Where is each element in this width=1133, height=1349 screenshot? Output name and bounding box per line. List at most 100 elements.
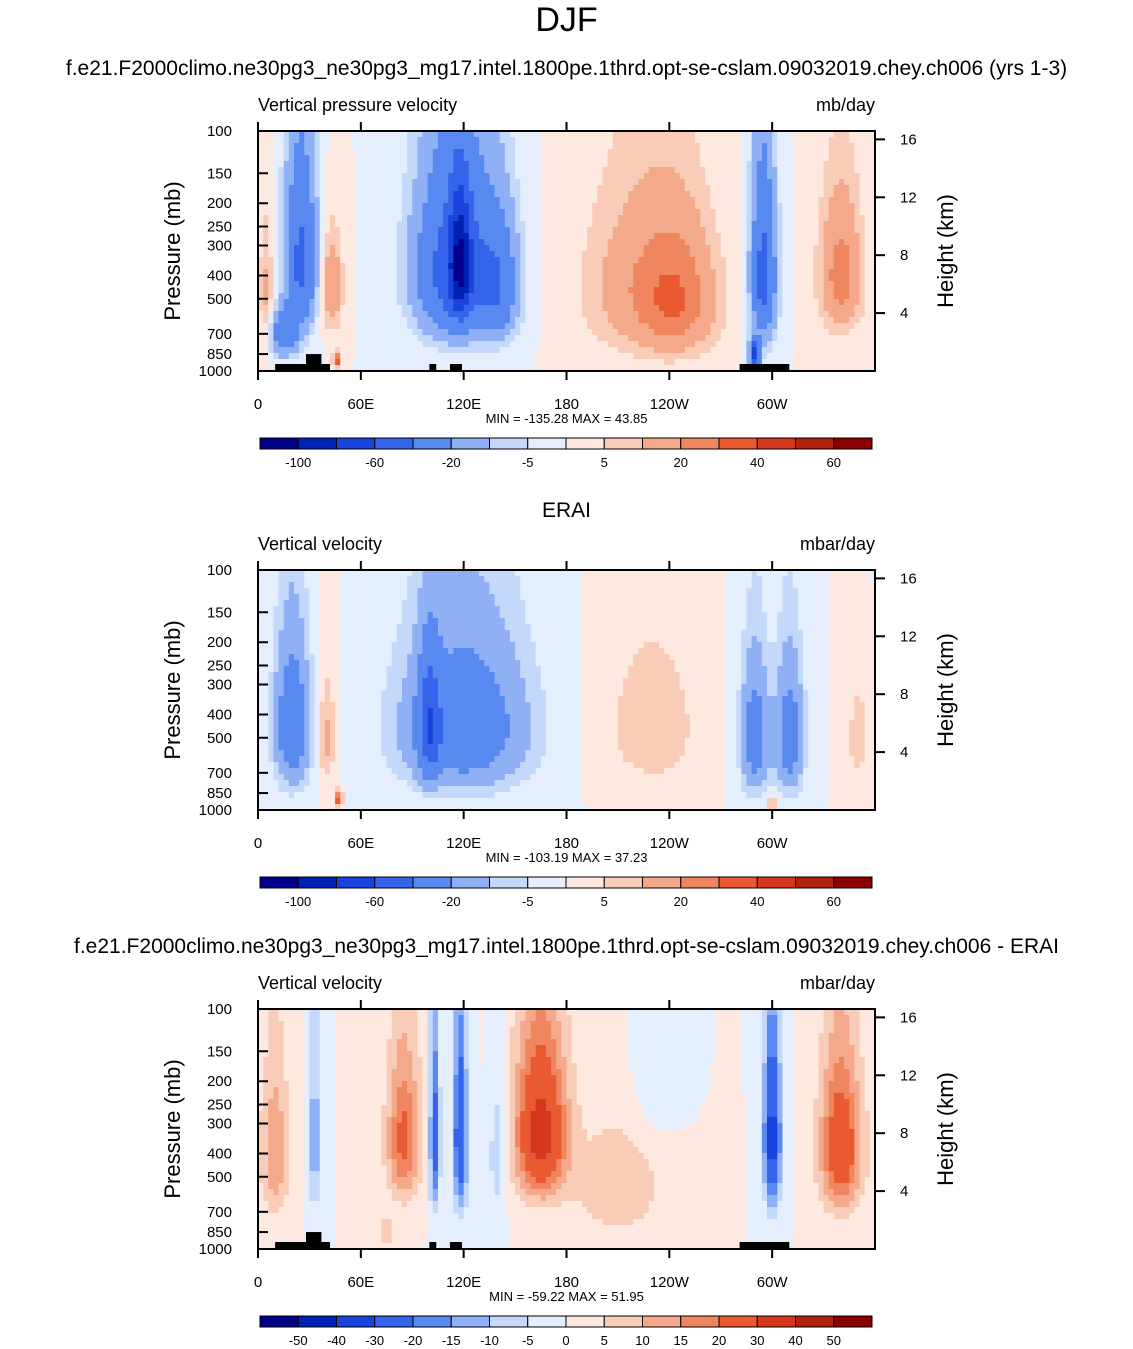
heatmap-cell [448, 131, 454, 138]
heatmap-cell [628, 233, 634, 240]
heatmap-cell [587, 143, 593, 150]
heatmap-cell [679, 359, 686, 366]
heatmap-cell [808, 365, 814, 372]
heatmap-cell [484, 305, 490, 312]
heatmap-cell [597, 245, 604, 252]
heatmap-cell [417, 215, 424, 222]
heatmap-cell [427, 161, 434, 168]
heatmap-cell [293, 227, 300, 234]
heatmap-cell [319, 317, 326, 324]
heatmap-cell [756, 269, 763, 276]
heatmap-cell [592, 281, 598, 288]
heatmap-cell [273, 317, 280, 324]
heatmap-cell [715, 209, 722, 216]
heatmap-cell [432, 215, 439, 222]
heatmap-cell [304, 227, 311, 234]
heatmap-cell [422, 570, 429, 577]
heatmap-cell [664, 335, 670, 342]
heatmap-cell [314, 191, 321, 198]
heatmap-cell [715, 149, 722, 156]
heatmap-cell [869, 281, 876, 288]
heatmap-cell [813, 167, 820, 174]
heatmap-cell [396, 570, 403, 577]
heatmap-cell [854, 191, 861, 198]
heatmap-cell [468, 281, 475, 288]
heatmap-cell [525, 269, 532, 276]
heatmap-cell [509, 167, 516, 174]
heatmap-cell [684, 149, 691, 156]
heatmap-cell [499, 305, 506, 312]
heatmap-cell [869, 185, 876, 192]
heatmap-cell [283, 209, 290, 216]
heatmap-cell [499, 155, 506, 162]
heatmap-cell [407, 167, 413, 174]
heatmap-cell [340, 359, 347, 366]
heatmap-cell [535, 197, 542, 204]
heatmap-cell [268, 209, 275, 216]
heatmap-cell [844, 245, 850, 252]
heatmap-cell [833, 173, 840, 180]
heatmap-cell [767, 305, 773, 312]
heatmap-cell [350, 299, 357, 306]
heatmap-cell [756, 161, 763, 168]
heatmap-cell [504, 251, 511, 258]
heatmap-cell [787, 353, 794, 360]
heatmap-cell [515, 185, 521, 192]
heatmap-cell [823, 185, 830, 192]
heatmap-cell [772, 167, 778, 174]
heatmap-cell [653, 179, 660, 186]
heatmap-cell [319, 347, 326, 354]
heatmap-cell [535, 305, 542, 312]
heatmap-cell [299, 233, 305, 240]
heatmap-cell [484, 299, 490, 306]
heatmap-cell [576, 149, 583, 156]
heatmap-cell [700, 233, 706, 240]
heatmap-cell [602, 185, 609, 192]
heatmap-cell [407, 281, 413, 288]
heatmap-cell [643, 365, 650, 372]
heatmap-cell [844, 293, 850, 300]
heatmap-cell [869, 305, 876, 312]
heatmap-cell [710, 173, 717, 180]
heatmap-cell [489, 221, 496, 228]
heatmap-cell [556, 185, 562, 192]
heatmap-cell [273, 299, 280, 306]
heatmap-cell [828, 245, 835, 252]
heatmap-cell [258, 293, 264, 300]
heatmap-cell [314, 317, 321, 324]
heatmap-cell [494, 233, 501, 240]
heatmap-cell [731, 570, 737, 577]
heatmap-cell [273, 287, 280, 294]
heatmap-cell [602, 317, 609, 324]
heatmap-cell [545, 179, 552, 186]
heatmap-cell [350, 329, 357, 336]
heatmap-cell [412, 335, 418, 342]
heatmap-cell [386, 323, 393, 330]
heatmap-cell [299, 221, 305, 228]
heatmap-cell [443, 203, 449, 210]
heatmap-cell [401, 287, 408, 294]
heatmap-cell [329, 281, 336, 288]
heatmap-cell [617, 365, 624, 372]
heatmap-cell [720, 179, 727, 186]
heatmap-cell [335, 251, 341, 258]
heatmap-cell [350, 287, 357, 294]
heatmap-cell [684, 245, 691, 252]
heatmap-cell [407, 257, 413, 264]
heatmap-cell [561, 287, 568, 294]
heatmap-cell [448, 173, 454, 180]
heatmap-cell [427, 570, 434, 577]
heatmap-cell [489, 359, 496, 366]
heatmap-cell [551, 365, 557, 372]
heatmap-cell [350, 221, 357, 228]
heatmap-cell [396, 251, 403, 258]
heatmap-cell [679, 263, 686, 270]
heatmap-cell [283, 287, 290, 294]
heatmap-cell [499, 185, 506, 192]
heatmap-cell [602, 305, 609, 312]
heatmap-cell [504, 257, 511, 264]
heatmap-cell [551, 570, 557, 577]
heatmap-cell [304, 293, 311, 300]
heatmap-cell [679, 155, 686, 162]
heatmap-cell [391, 149, 398, 156]
